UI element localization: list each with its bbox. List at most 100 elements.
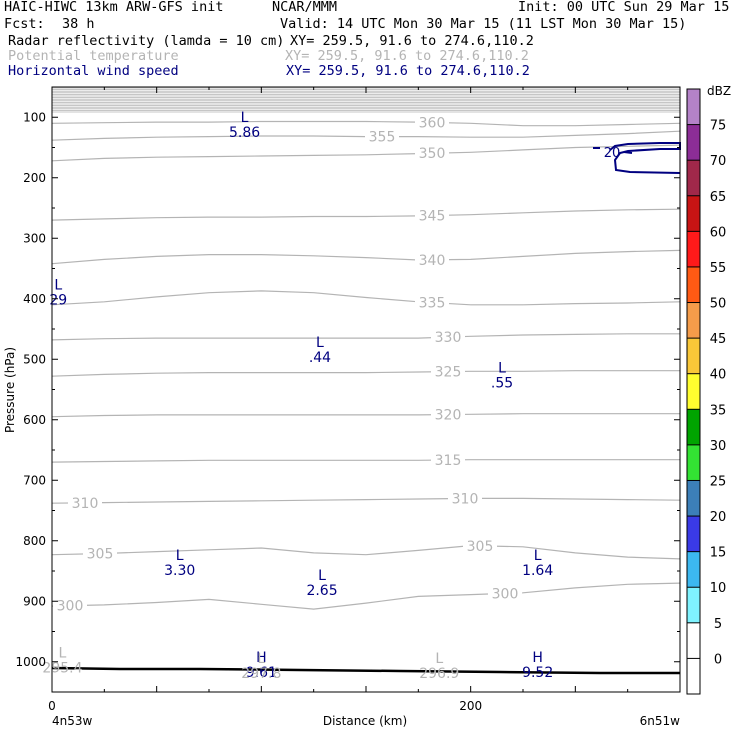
- colorbar-cell: [687, 302, 700, 339]
- colorbar-cell: [687, 658, 700, 694]
- colorbar-tick-label: 50: [710, 297, 727, 312]
- field-wind-xy: XY= 259.5, 91.6 to 274.6,110.2: [286, 63, 530, 79]
- forecast-label: Fcst:: [4, 16, 45, 32]
- wind-extremum-value: .55: [491, 376, 513, 392]
- theta-contour-label: 300: [492, 586, 519, 602]
- colorbar-cell: [687, 266, 700, 303]
- theta-contour-label: 360: [419, 115, 446, 131]
- theta-contour-label: 355: [369, 130, 396, 146]
- theta-contour-line: [51, 208, 681, 221]
- field-reflectivity-xy: XY= 259.5, 91.6 to 274.6,110.2: [290, 33, 534, 49]
- theta-extremum-letter: L: [257, 651, 265, 667]
- colorbar-cell: [687, 195, 700, 232]
- wind-extremum-letter: L: [318, 568, 326, 584]
- theta-label-background: [431, 329, 465, 345]
- wind-extremum-letter: L: [316, 335, 324, 351]
- theta-label-background: [83, 545, 117, 561]
- theta-contour-label: 350: [419, 146, 446, 162]
- theta-contour-line: [51, 120, 681, 127]
- y-tick-label: 100: [23, 110, 46, 124]
- colorbar-unit: dBZ: [707, 84, 731, 98]
- wind-extremum-letter: L: [54, 278, 62, 294]
- wind-contour-label: 20: [604, 146, 621, 161]
- theta-extremum-letter: L: [435, 651, 443, 667]
- colorbar-cell: [687, 409, 700, 445]
- theta-label-background: [448, 490, 482, 506]
- theta-contour-label: 325: [435, 365, 462, 381]
- reflectivity-colorbar: 0 5 10 15 20 25 30 35 40 45 50 55 60 65 70 75: [686, 88, 727, 695]
- colorbar-tick-label: 15: [710, 546, 727, 561]
- theta-contour-label: 320: [435, 408, 462, 424]
- colorbar-tick-label: 5: [714, 617, 722, 632]
- colorbar-tick-label: 35: [710, 403, 727, 418]
- wind-extremum-letter: L: [176, 548, 184, 564]
- theta-contour-line: [51, 544, 681, 560]
- y-tick-label: 800: [23, 534, 46, 548]
- theta-extremum-value: 297.8: [241, 666, 281, 682]
- colorbar-tick-label: 20: [710, 510, 727, 525]
- colorbar-cell: [687, 338, 700, 374]
- valid-time: Valid: 14 UTC Mon 30 Mar 15 (11 LST Mon …: [280, 16, 687, 32]
- theta-contour-label: 330: [435, 330, 462, 346]
- colorbar-cell: [687, 622, 700, 659]
- theta-contour-line: [51, 497, 681, 504]
- theta-contour-label: 310: [452, 491, 479, 507]
- colorbar-tick-label: 25: [710, 474, 727, 489]
- colorbar-cell: [687, 444, 700, 481]
- theta-extremum-value: 295.4: [42, 661, 82, 677]
- x-tick-label: 0: [48, 699, 56, 713]
- x-start-location: 4n53w: [52, 714, 93, 728]
- theta-contour-label: 345: [419, 209, 446, 225]
- wind-extremum-value: 3.30: [164, 563, 195, 579]
- theta-label-background: [431, 406, 465, 422]
- wind-extremum-letter: L: [241, 110, 249, 126]
- colorbar-tick-label: 30: [710, 439, 727, 454]
- field-wind-name: Horizontal wind speed: [8, 63, 179, 79]
- colorbar-cell: [687, 231, 700, 267]
- colorbar-cell: [687, 373, 700, 410]
- colorbar-cell: [687, 587, 700, 623]
- organization-label: NCAR/MMM: [272, 0, 338, 15]
- colorbar-cell: [687, 516, 700, 552]
- x-end-location: 6n51w: [640, 714, 681, 728]
- theta-contour-line: [51, 413, 680, 418]
- colorbar-cell: [687, 124, 700, 161]
- pressure-axis: 100 200 300 400 500 600 700 800 900 1000: [15, 110, 680, 693]
- wind-extremum-value: 1.64: [522, 563, 553, 579]
- theta-label-background: [415, 145, 449, 161]
- colorbar-tick-label: 0: [714, 652, 722, 667]
- y-tick-label: 900: [23, 594, 46, 608]
- colorbar-cell: [687, 480, 700, 517]
- plot-header: HAIC-HIWC 13km ARW-GFS init NCAR/MMM Ini…: [0, 0, 740, 86]
- y-tick-label: 500: [23, 352, 46, 366]
- y-tick-label: 1000: [15, 655, 46, 669]
- theta-contour-line: [51, 582, 681, 610]
- y-tick-label: 200: [23, 171, 46, 185]
- x-tick-label: 200: [459, 699, 482, 713]
- theta-contour-line: [51, 459, 680, 463]
- theta-contour-line: [51, 249, 681, 265]
- distance-axis: 0 200: [48, 87, 681, 713]
- theta-label-background: [488, 585, 522, 601]
- theta-label-background: [68, 494, 102, 510]
- colorbar-cell: [687, 160, 700, 196]
- init-time: Init: 00 UTC Sun 29 Mar 15: [518, 0, 730, 15]
- theta-label-background: [415, 207, 449, 223]
- theta-contour-label: 300: [57, 599, 84, 615]
- colorbar-tick-label: 45: [710, 332, 727, 347]
- colorbar-tick-label: 75: [710, 119, 727, 134]
- y-tick-label: 600: [23, 413, 46, 427]
- wind-speed-contour-20: 20: [593, 142, 681, 174]
- field-reflectivity-name: Radar reflectivity (lamda = 10 cm): [8, 33, 285, 49]
- theta-contour-label: 305: [467, 539, 494, 555]
- colorbar-tick-label: 10: [710, 581, 727, 596]
- theta-contour-label: 305: [87, 547, 114, 563]
- theta-contour-line: [51, 370, 680, 377]
- theta-label-background: [53, 597, 87, 613]
- wind-extremum-value: 5.86: [229, 125, 260, 141]
- theta-label-background: [415, 251, 449, 267]
- field-theta-name: Potential temperature: [8, 48, 179, 64]
- wind-extremum-letter: H: [532, 650, 543, 666]
